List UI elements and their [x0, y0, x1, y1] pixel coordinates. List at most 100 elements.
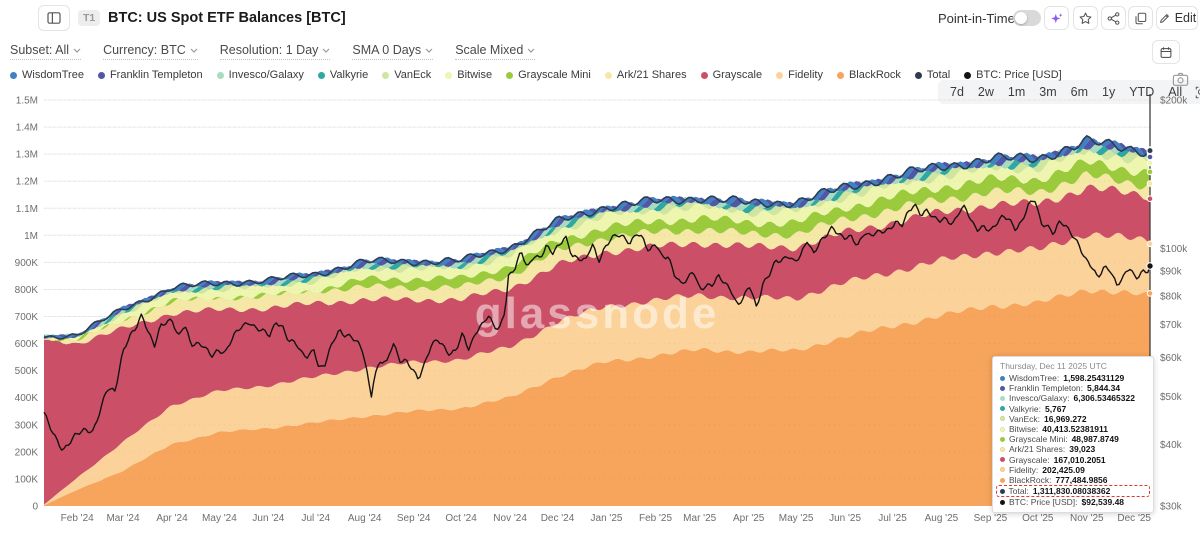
- legend-item-ark-21-shares[interactable]: Ark/21 Shares: [604, 69, 687, 81]
- legend-dot: [964, 71, 972, 79]
- legend-item-grayscale[interactable]: Grayscale: [700, 69, 762, 81]
- range-3m[interactable]: 3m: [1039, 85, 1057, 99]
- edit-button-label: Edit: [1174, 11, 1197, 25]
- zoom-area-button[interactable]: [1190, 85, 1200, 100]
- x-axis-tick: Dec '24: [541, 513, 575, 524]
- legend-label: BTC: Price [USD]: [976, 69, 1062, 81]
- series-end-dot-fidelity: [1146, 240, 1154, 248]
- x-axis-tick: Mar '25: [683, 513, 716, 524]
- x-axis-tick: Dec '25: [1117, 513, 1151, 524]
- tooltip-value: 48,987.8749: [1071, 434, 1119, 445]
- tooltip-dot: [1000, 467, 1005, 473]
- legend-item-fidelity[interactable]: Fidelity: [776, 69, 823, 81]
- range-7d[interactable]: 7d: [950, 85, 964, 99]
- range-all[interactable]: All: [1168, 85, 1183, 99]
- chart-legend: WisdomTree Franklin Templeton Invesco/Gala…: [10, 69, 1062, 81]
- legend-item-invesco-galaxy[interactable]: Invesco/Galaxy: [216, 69, 304, 81]
- left-axis-tick: 1.5M: [16, 96, 38, 107]
- calendar-button[interactable]: [1152, 40, 1180, 64]
- sidebar-toggle-button[interactable]: [38, 5, 70, 31]
- screenshot-button[interactable]: [1172, 72, 1189, 90]
- tooltip-value: 6,306.53465322: [1073, 393, 1135, 404]
- tooltip-label: BTC: Price [USD]:: [1009, 497, 1078, 508]
- right-axis-tick: $80k: [1160, 292, 1183, 303]
- control-label: Scale Mixed: [455, 43, 524, 57]
- tooltip-value: 5,767: [1044, 403, 1067, 414]
- tooltip-row-btc-price-usd: BTC: Price [USD]: $92,539.48: [1000, 497, 1146, 507]
- total-line: [43, 134, 1151, 340]
- range-6m[interactable]: 6m: [1070, 85, 1089, 99]
- chevron-down-icon: [527, 48, 535, 53]
- legend-item-blackrock[interactable]: BlackRock: [836, 69, 901, 81]
- control-currency[interactable]: Currency: BTC: [103, 43, 198, 60]
- legend-item-grayscale-mini[interactable]: Grayscale Mini: [506, 69, 591, 81]
- share-icon: [1107, 11, 1120, 25]
- point-in-time-toggle[interactable]: [1013, 10, 1041, 26]
- legend-item-total[interactable]: Total: [914, 69, 950, 81]
- tooltip-value: $92,539.48: [1081, 497, 1125, 508]
- left-axis-tick: 500K: [15, 366, 39, 377]
- legend-item-bitwise[interactable]: Bitwise: [445, 69, 492, 81]
- tooltip-row-wisdomtree: WisdomTree: 1,598.25431129: [1000, 373, 1146, 383]
- legend-item-franklin-templeton[interactable]: Franklin Templeton: [97, 69, 203, 81]
- tooltip-label: Fidelity:: [1009, 464, 1039, 475]
- control-sma-0-days[interactable]: SMA 0 Days: [352, 43, 434, 60]
- legend-item-vaneck[interactable]: VanEck: [382, 69, 431, 81]
- legend-item-valkyrie[interactable]: Valkyrie: [317, 69, 368, 81]
- tooltip-label: BlackRock:: [1009, 475, 1052, 486]
- favorite-button[interactable]: [1073, 6, 1098, 30]
- right-axis-tick: $200k: [1160, 96, 1188, 107]
- chevron-down-icon: [73, 48, 81, 53]
- tab-badge[interactable]: T1: [78, 10, 101, 26]
- point-in-time-label: Point-in-Time: [938, 11, 1015, 26]
- tooltip-label: Valkyrie:: [1009, 403, 1041, 414]
- x-axis-tick: Sep '25: [974, 513, 1008, 524]
- panel-left-icon: [47, 12, 61, 24]
- legend-dot: [700, 71, 708, 79]
- area-grayscale-mini: [44, 159, 1150, 342]
- chevron-down-icon: [425, 48, 433, 53]
- ai-assistant-button[interactable]: [1044, 6, 1069, 30]
- tooltip-dot: [1000, 426, 1005, 432]
- tooltip-row-total: Total: 1,311,830.08038362: [996, 485, 1150, 498]
- calendar-icon: [1160, 46, 1172, 58]
- right-axis-tick: $90k: [1160, 266, 1183, 277]
- right-axis-tick: $100k: [1160, 244, 1188, 255]
- edit-button[interactable]: Edit: [1156, 6, 1198, 30]
- control-label: Resolution: 1 Day: [219, 43, 319, 57]
- range-1m[interactable]: 1m: [1007, 85, 1026, 99]
- range-ytd[interactable]: YTD: [1129, 85, 1155, 99]
- control-scale-mixed[interactable]: Scale Mixed: [455, 43, 536, 60]
- range-1y[interactable]: 1y: [1102, 85, 1116, 99]
- chart-parameter-controls: Subset: All Currency: BTC Resolution: 1 Da…: [10, 43, 536, 60]
- legend-label: Ark/21 Shares: [616, 69, 687, 81]
- share-button[interactable]: [1101, 6, 1126, 30]
- x-axis-tick: Jun '25: [829, 513, 861, 524]
- tooltip-label: Total:: [1008, 486, 1029, 497]
- tooltip-value: 1,598.25431129: [1063, 373, 1125, 383]
- copy-icon: [1135, 12, 1147, 24]
- legend-dot: [506, 71, 514, 79]
- tooltip-row-grayscale: Grayscale: 167,010.2051: [1000, 455, 1146, 465]
- tooltip-label: WisdomTree:: [1009, 373, 1060, 383]
- sparkles-icon: [1051, 12, 1063, 23]
- left-axis-tick: 1.4M: [16, 123, 38, 134]
- range-2w[interactable]: 2w: [977, 85, 994, 99]
- legend-item-wisdomtree[interactable]: WisdomTree: [10, 69, 84, 81]
- tooltip-row-valkyrie: Valkyrie: 5,767: [1000, 404, 1146, 414]
- series-end-dot-franklin-templeton: [1146, 153, 1154, 161]
- chevron-down-icon: [190, 48, 198, 53]
- legend-label: Franklin Templeton: [109, 69, 203, 81]
- control-subset[interactable]: Subset: All: [10, 43, 82, 60]
- tooltip-dot: [1000, 436, 1005, 442]
- left-axis-tick: 600K: [15, 339, 39, 350]
- duplicate-button[interactable]: [1128, 6, 1153, 30]
- control-resolution[interactable]: Resolution: 1 Day: [219, 43, 331, 60]
- tooltip-dot: [999, 488, 1005, 494]
- legend-item-btc-price-usd[interactable]: BTC: Price [USD]: [964, 69, 1062, 81]
- stacked-areas: [44, 135, 1150, 506]
- tooltip-row-vaneck: VanEck: 16,969.272: [1000, 414, 1146, 424]
- tooltip-label: Grayscale:: [1009, 454, 1050, 465]
- x-axis-tick: Mar '24: [106, 513, 139, 524]
